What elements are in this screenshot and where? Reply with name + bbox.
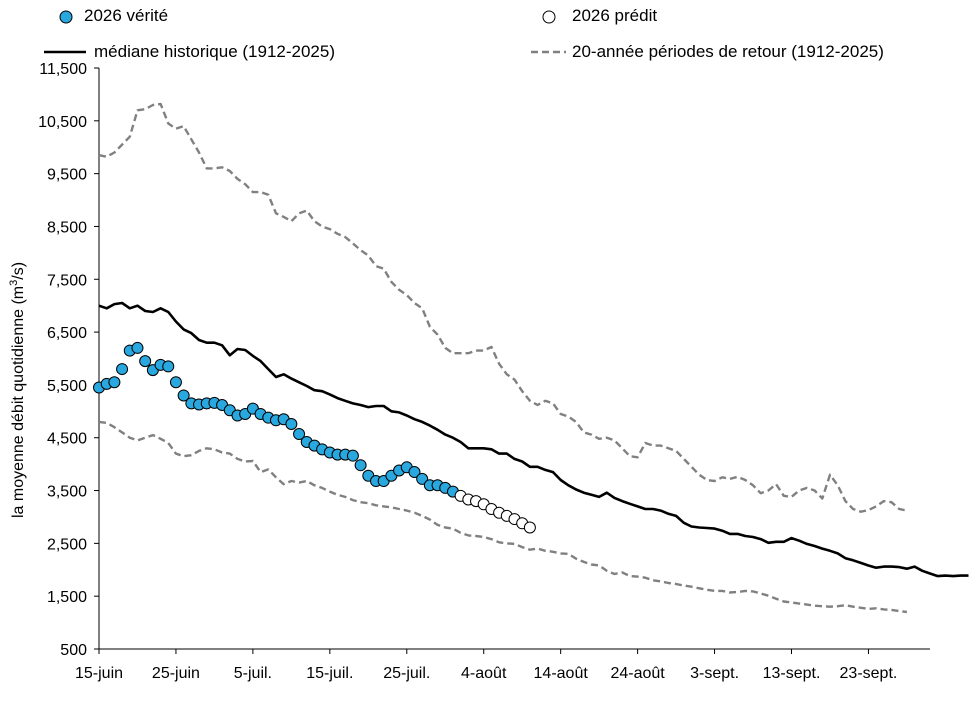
chart-axes bbox=[94, 67, 930, 654]
y-tick-label: 2,500 bbox=[47, 536, 87, 553]
y-tick-label: 9,500 bbox=[47, 167, 87, 184]
y-tick-label: 8,500 bbox=[47, 219, 87, 236]
series-line-2 bbox=[98, 420, 908, 614]
predicted-point bbox=[523, 521, 536, 534]
x-tick-label: 4-août bbox=[461, 665, 507, 682]
chart-series-markers bbox=[93, 341, 536, 534]
y-tick-label: 500 bbox=[60, 642, 87, 659]
x-tick-label: 3-sept. bbox=[690, 665, 739, 682]
x-tick-label: 23-sept. bbox=[840, 665, 898, 682]
chart-series-lines bbox=[98, 102, 969, 614]
y-axis-label-main: la moyenne débit quotidienne (m bbox=[10, 286, 27, 518]
y-axis-label-sup: 3 bbox=[8, 280, 20, 286]
legend-marks bbox=[44, 10, 566, 54]
observed-point bbox=[177, 389, 190, 402]
y-tick-label: 1,500 bbox=[47, 589, 87, 606]
observed-point bbox=[108, 376, 121, 389]
observed-point bbox=[116, 363, 129, 376]
observed-point bbox=[139, 355, 152, 368]
legend-observed-marker bbox=[59, 10, 73, 24]
x-tick-label: 14-août bbox=[534, 665, 589, 682]
y-tick-label: 5,500 bbox=[47, 378, 87, 395]
x-tick-label: 15-juil. bbox=[306, 665, 353, 682]
legend-observed: 2026 vérité bbox=[84, 6, 169, 25]
x-tick-label: 13-sept. bbox=[763, 665, 821, 682]
x-tick-labels: 15-juin 25-juin 5-juil. 15-juil. 25-juil. 4-a… bbox=[75, 665, 897, 682]
x-tick-label: 24-août bbox=[610, 665, 665, 682]
observed-point bbox=[169, 376, 182, 389]
series-line-0 bbox=[98, 301, 969, 578]
y-tick-label: 10,500 bbox=[38, 114, 87, 131]
x-tick-label: 25-juin bbox=[152, 665, 200, 682]
legend-predicted: 2026 prédit bbox=[572, 6, 658, 25]
observed-point bbox=[162, 360, 175, 373]
legend-return-period: 20-année périodes de retour (1912-2025) bbox=[572, 42, 884, 61]
observed-point bbox=[131, 341, 144, 354]
x-tick-label: 25-juil. bbox=[383, 665, 430, 682]
y-tick-label: 7,500 bbox=[47, 272, 87, 289]
y-tick-label: 11,500 bbox=[39, 61, 87, 78]
observed-point bbox=[416, 472, 429, 485]
y-tick-label: 6,500 bbox=[47, 325, 87, 342]
y-tick-label: 4,500 bbox=[47, 431, 87, 448]
x-tick-label: 15-juin bbox=[75, 665, 123, 682]
legend-predicted-marker bbox=[542, 10, 556, 24]
y-tick-labels: 500 1,500 2,500 3,500 4,500 5,500 6,500 7,500 8,… bbox=[38, 61, 87, 659]
legend-median: médiane historique (1912-2025) bbox=[94, 42, 335, 61]
observed-point bbox=[285, 417, 298, 430]
observed-point bbox=[354, 459, 367, 472]
observed-point bbox=[408, 466, 421, 479]
y-axis-label: la moyenne débit quotidienne (m3/s) bbox=[8, 262, 27, 518]
observed-point bbox=[346, 449, 359, 462]
y-tick-label: 3,500 bbox=[47, 484, 87, 501]
x-tick-label: 5-juil. bbox=[234, 665, 272, 682]
series-line-1 bbox=[98, 102, 908, 513]
observed-point bbox=[293, 428, 306, 441]
y-axis-label-end: /s) bbox=[10, 262, 27, 280]
